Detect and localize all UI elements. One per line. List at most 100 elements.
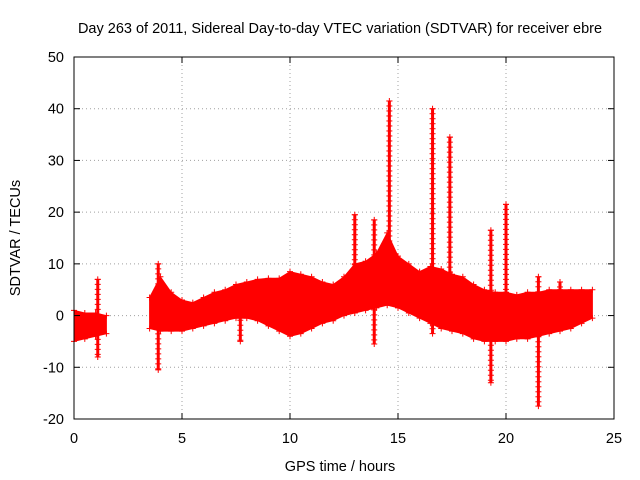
data-point-marker bbox=[567, 286, 574, 293]
data-point-marker bbox=[243, 315, 250, 322]
data-point-marker bbox=[179, 328, 185, 335]
data-point-marker bbox=[395, 304, 401, 311]
data-point-marker bbox=[362, 307, 369, 314]
data-point-marker bbox=[446, 325, 453, 332]
data-point-marker bbox=[341, 273, 347, 280]
data-point-marker bbox=[416, 315, 423, 322]
data-point-marker bbox=[94, 353, 101, 360]
data-point-marker bbox=[470, 281, 477, 288]
data-point-marker bbox=[459, 273, 466, 280]
data-point-marker bbox=[386, 297, 393, 304]
data-point-marker bbox=[222, 317, 229, 324]
data-point-marker bbox=[81, 309, 88, 316]
data-point-marker bbox=[233, 315, 239, 322]
x-tick-label: 20 bbox=[498, 431, 514, 447]
data-point-marker bbox=[546, 286, 553, 293]
data-point-marker bbox=[308, 273, 315, 280]
data-point-marker bbox=[103, 330, 110, 337]
data-point-marker bbox=[94, 276, 101, 283]
y-tick-label: -10 bbox=[43, 360, 64, 376]
axis-ticks bbox=[73, 56, 615, 420]
y-tick-label: 20 bbox=[48, 205, 64, 221]
y-axis-label: SDTVAR / TECUs bbox=[8, 180, 24, 296]
data-point-marker bbox=[211, 320, 218, 327]
data-point-marker bbox=[276, 328, 283, 335]
data-point-marker bbox=[146, 294, 153, 301]
data-point-marker bbox=[395, 253, 401, 260]
data-point-marker bbox=[578, 286, 585, 293]
data-point-marker bbox=[371, 216, 378, 223]
data-point-marker bbox=[405, 309, 412, 316]
data-point-marker bbox=[237, 302, 244, 309]
data-point-marker bbox=[535, 403, 542, 410]
data-point-marker bbox=[168, 289, 175, 296]
data-point-marker bbox=[341, 312, 347, 319]
data-point-marker bbox=[503, 338, 509, 345]
data-point-marker bbox=[557, 328, 563, 335]
data-point-marker bbox=[513, 335, 520, 342]
data-point-marker bbox=[405, 260, 412, 267]
data-point-marker bbox=[265, 322, 272, 329]
data-point-marker bbox=[578, 320, 585, 327]
data-point-marker bbox=[276, 275, 283, 282]
data-point-marker bbox=[200, 322, 207, 329]
data-point-marker bbox=[362, 258, 369, 265]
data-point-marker bbox=[297, 271, 304, 278]
data-point-marker bbox=[429, 330, 436, 337]
x-tick-label: 5 bbox=[178, 431, 186, 447]
data-point-marker bbox=[233, 281, 239, 288]
data-point-marker bbox=[438, 266, 445, 273]
data-point-marker bbox=[371, 341, 378, 348]
data-point-marker bbox=[557, 322, 563, 329]
data-point-marker bbox=[189, 325, 196, 332]
data-point-marker bbox=[589, 315, 596, 322]
data-point-marker bbox=[481, 286, 488, 293]
data-point-marker bbox=[429, 105, 436, 112]
data-point-marker bbox=[492, 338, 499, 345]
chart-title: Day 263 of 2011, Sidereal Day-to-day VTE… bbox=[78, 21, 602, 37]
x-tick-label: 10 bbox=[282, 431, 298, 447]
data-point-marker bbox=[168, 328, 175, 335]
y-tick-label: 10 bbox=[48, 257, 64, 273]
data-point-marker bbox=[330, 281, 337, 288]
x-axis-label: GPS time / hours bbox=[285, 459, 395, 475]
y-tick-label: -20 bbox=[43, 412, 64, 428]
data-point-marker bbox=[446, 134, 453, 141]
data-point-marker bbox=[535, 273, 542, 280]
data-point-marker bbox=[567, 325, 574, 332]
data-point-marker bbox=[319, 320, 326, 327]
data-point-marker bbox=[351, 309, 358, 316]
plot-frame bbox=[73, 56, 615, 420]
data-point-marker bbox=[211, 289, 218, 296]
data-point-marker bbox=[155, 366, 162, 373]
data-point-marker bbox=[386, 97, 393, 104]
y-tick-label: 50 bbox=[48, 50, 64, 66]
y-tick-label: 30 bbox=[48, 153, 64, 169]
data-point-marker bbox=[438, 325, 445, 332]
x-tick-label: 25 bbox=[606, 431, 622, 447]
data-point-marker bbox=[222, 286, 229, 293]
data-point-marker bbox=[200, 294, 207, 301]
data-point-marker bbox=[503, 291, 509, 298]
data-point-marker bbox=[470, 335, 477, 342]
data-point-marker bbox=[351, 297, 358, 304]
x-tick-labels: 0 5 10 15 20 25 bbox=[70, 431, 622, 447]
data-point-marker bbox=[524, 289, 531, 296]
data-series-sdtvar bbox=[71, 97, 596, 410]
data-point-marker bbox=[513, 291, 520, 298]
x-tick-label: 15 bbox=[390, 431, 406, 447]
data-point-marker bbox=[459, 330, 466, 337]
data-point-marker bbox=[254, 317, 261, 324]
data-point-marker bbox=[416, 268, 423, 275]
data-point-marker bbox=[287, 268, 293, 275]
data-point-marker bbox=[189, 299, 196, 306]
data-point-marker bbox=[330, 317, 337, 324]
data-point-marker bbox=[297, 330, 304, 337]
data-point-marker bbox=[81, 335, 88, 342]
data-point-marker bbox=[487, 379, 494, 386]
data-point-marker bbox=[384, 302, 391, 309]
y-tick-labels: -20 -10 0 10 20 30 40 50 bbox=[43, 50, 64, 428]
data-point-marker bbox=[492, 289, 499, 296]
data-point-marker bbox=[319, 278, 326, 285]
